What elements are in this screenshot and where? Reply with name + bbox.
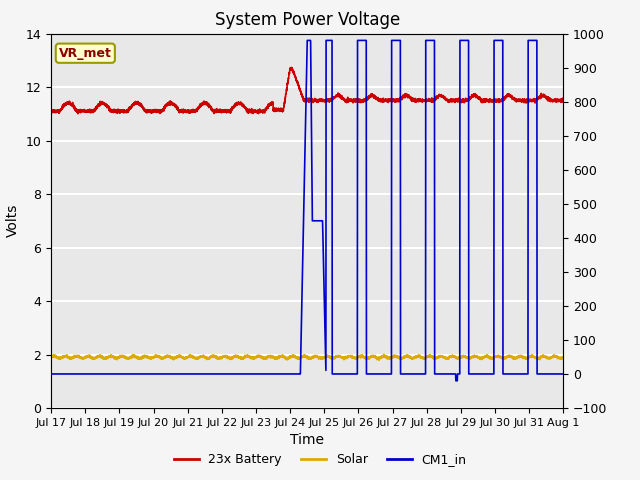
Y-axis label: Volts: Volts xyxy=(6,204,20,238)
Title: System Power Voltage: System Power Voltage xyxy=(214,11,400,29)
X-axis label: Time: Time xyxy=(290,433,324,447)
Legend: 23x Battery, Solar, CM1_in: 23x Battery, Solar, CM1_in xyxy=(168,448,472,471)
Text: VR_met: VR_met xyxy=(59,47,112,60)
